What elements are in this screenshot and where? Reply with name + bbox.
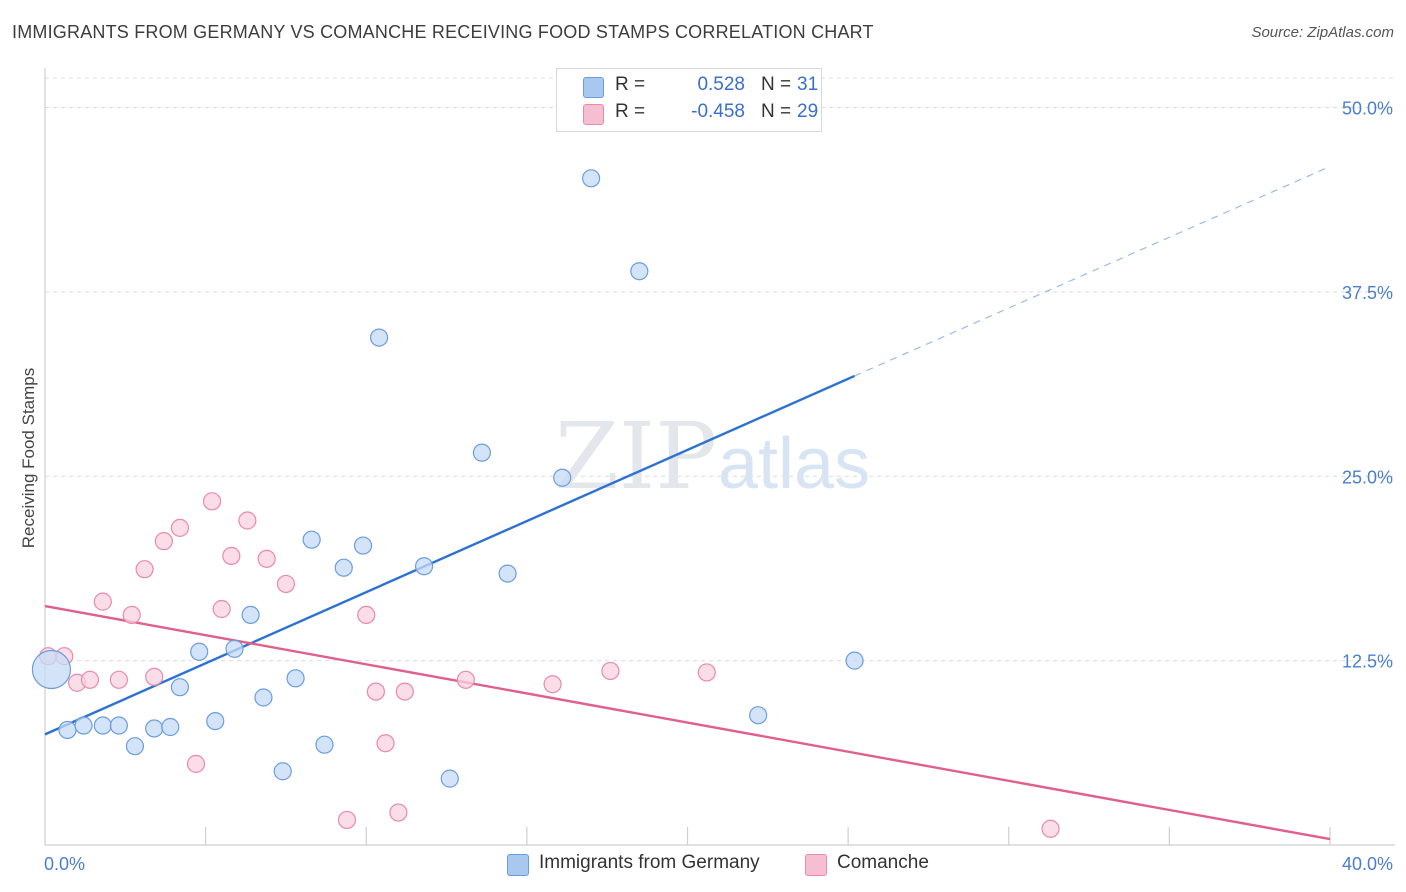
data-point-germany: [414, 557, 434, 576]
legend-n-value: 29: [797, 101, 819, 122]
y-axis-label: Receiving Food Stamps: [19, 368, 38, 548]
trend-lines: [44, 165, 1331, 841]
data-point-germany: [93, 716, 112, 735]
data-point-comanche: [337, 810, 357, 830]
data-point-germany: [254, 688, 273, 707]
data-point-comanche: [276, 574, 296, 594]
data-point-germany: [845, 651, 864, 670]
data-point-germany: [273, 762, 292, 781]
data-point-comanche: [222, 546, 241, 566]
correlation-legend: R = 0.528 N = 31 R = -0.458 N = 29: [556, 68, 822, 132]
data-point-germany: [302, 530, 321, 549]
legend-r-label: R =: [615, 101, 646, 122]
data-point-comanche: [145, 667, 164, 686]
x-tick-label: 0.0%: [44, 854, 85, 874]
data-point-comanche: [93, 592, 112, 611]
data-point-comanche: [601, 661, 620, 681]
series-name-germany: Immigrants from Germany: [539, 852, 760, 873]
data-point-germany: [145, 719, 164, 738]
data-point-germany: [472, 443, 491, 462]
series-swatch-germany: [507, 854, 529, 876]
data-point-germany: [370, 328, 389, 347]
data-point-germany: [170, 678, 190, 697]
trend-line-germany: [44, 374, 856, 736]
data-point-comanche: [238, 511, 257, 530]
data-point-germany: [749, 706, 768, 725]
legend-n-label: N =: [761, 74, 792, 95]
y-tick-label: 50.0%: [1342, 99, 1393, 119]
data-point-comanche: [170, 518, 190, 537]
data-point-comanche: [376, 734, 395, 753]
data-point-comanche: [389, 803, 408, 822]
watermark-zip: ZIP: [555, 403, 717, 510]
legend-n-label: N =: [761, 101, 792, 122]
trend-line-extension: [854, 165, 1331, 377]
source-credit: Source: ZipAtlas.com: [1251, 24, 1394, 41]
data-point-germany: [286, 669, 305, 688]
data-point-germany: [31, 649, 72, 690]
data-point-germany: [353, 536, 373, 555]
data-point-germany: [498, 564, 517, 583]
data-point-germany: [109, 716, 128, 735]
data-point-comanche: [109, 670, 128, 689]
data-point-germany: [334, 558, 353, 577]
legend-n-value: 31: [797, 74, 819, 95]
tick-labels: 12.5% 25.0% 37.5% 50.0% 0.0% 40.0%: [44, 99, 1393, 875]
data-point-germany: [315, 735, 334, 754]
data-point-comanche: [366, 682, 385, 701]
data-point-germany: [206, 711, 225, 731]
data-point-germany: [553, 468, 572, 487]
data-point-germany: [74, 716, 93, 735]
data-point-comanche: [135, 560, 154, 579]
data-point-comanche: [357, 605, 376, 625]
legend-r-label: R =: [615, 74, 646, 95]
legend-swatch-comanche: [583, 104, 604, 125]
data-point-germany: [582, 169, 601, 188]
grid-lines: [45, 77, 1395, 662]
data-point-comanche: [202, 492, 222, 511]
data-points: [31, 104, 1060, 838]
data-point-comanche: [122, 605, 141, 625]
data-point-comanche: [1041, 819, 1060, 838]
data-point-comanche: [186, 754, 206, 773]
data-point-comanche: [257, 549, 276, 568]
data-point-comanche: [80, 670, 100, 689]
x-tick-label: 40.0%: [1342, 854, 1393, 874]
watermark-atlas: atlas: [718, 424, 870, 504]
data-point-comanche: [697, 663, 716, 682]
data-point-comanche: [395, 682, 414, 701]
data-point-comanche: [154, 532, 173, 551]
legend-r-value: -0.458: [691, 101, 745, 122]
axes: [44, 68, 1395, 846]
legend-swatch-germany: [583, 77, 604, 98]
watermark: ZIP atlas: [555, 403, 870, 510]
y-tick-label: 12.5%: [1342, 652, 1393, 672]
data-point-germany: [58, 720, 77, 740]
data-point-germany: [630, 262, 649, 281]
data-point-comanche: [212, 599, 231, 619]
series-swatch-comanche: [805, 854, 827, 876]
data-point-germany: [440, 769, 459, 788]
legend-r-value: 0.528: [697, 74, 745, 95]
data-point-germany: [225, 639, 244, 658]
y-tick-label: 37.5%: [1342, 283, 1393, 303]
data-point-germany: [190, 642, 209, 661]
chart-title: IMMIGRANTS FROM GERMANY VS COMANCHE RECE…: [12, 22, 874, 42]
data-point-germany: [241, 605, 260, 625]
data-point-comanche: [456, 670, 475, 689]
data-point-germany: [125, 737, 145, 756]
series-name-comanche: Comanche: [837, 852, 929, 873]
data-point-comanche: [543, 675, 562, 694]
data-point-germany: [161, 717, 180, 737]
trend-line-comanche: [44, 604, 1331, 841]
y-tick-label: 25.0%: [1342, 467, 1393, 487]
